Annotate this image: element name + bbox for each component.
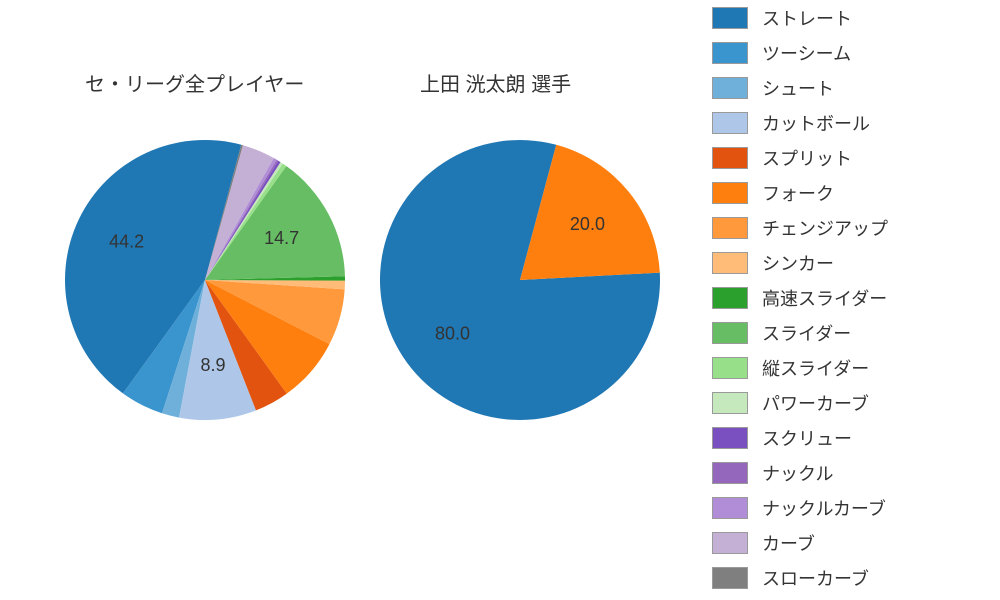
legend-swatch	[712, 567, 748, 589]
legend-swatch	[712, 112, 748, 134]
legend-swatch	[712, 252, 748, 274]
legend-item: ストレート	[712, 0, 992, 35]
legend-label: 高速スライダー	[762, 285, 887, 311]
legend-label: シンカー	[762, 250, 834, 276]
legend-label: ナックル	[762, 460, 833, 486]
legend-item: スライダー	[712, 315, 992, 350]
pie-slice-label: 20.0	[570, 214, 605, 234]
legend-swatch	[712, 357, 748, 379]
legend-label: ナックルカーブ	[762, 495, 886, 521]
legend-item: シュート	[712, 70, 992, 105]
legend-swatch	[712, 7, 748, 29]
legend-item: 縦スライダー	[712, 350, 992, 385]
legend-item: チェンジアップ	[712, 210, 992, 245]
legend-label: スライダー	[762, 320, 851, 346]
legend-item: カーブ	[712, 525, 992, 560]
legend-label: ストレート	[762, 5, 852, 31]
legend-label: ツーシーム	[762, 40, 851, 66]
legend-label: スクリュー	[762, 425, 852, 451]
legend-swatch	[712, 182, 748, 204]
legend-item: スクリュー	[712, 420, 992, 455]
legend-label: パワーカーブ	[762, 390, 869, 416]
legend-item: カットボール	[712, 105, 992, 140]
legend-item: ツーシーム	[712, 35, 992, 70]
legend-label: シュート	[762, 75, 834, 101]
legend-swatch	[712, 287, 748, 309]
legend-label: スプリット	[762, 145, 852, 171]
legend-item: パワーカーブ	[712, 385, 992, 420]
legend-item: ナックル	[712, 455, 992, 490]
legend-label: スローカーブ	[762, 565, 869, 591]
legend-swatch	[712, 322, 748, 344]
legend: ストレートツーシームシュートカットボールスプリットフォークチェンジアップシンカー…	[711, 0, 992, 595]
legend-swatch	[712, 217, 748, 239]
right-pie-chart: 80.0 20.0	[0, 0, 700, 600]
stage: セ・リーグ全プレイヤー 上田 洸太朗 選手 44.28.914.7 80.020…	[0, 0, 1000, 600]
legend-swatch	[712, 427, 748, 449]
legend-swatch	[712, 42, 748, 64]
legend-swatch	[712, 497, 748, 519]
legend-swatch	[712, 532, 748, 554]
legend-item: シンカー	[712, 245, 992, 280]
legend-label: カットボール	[762, 110, 870, 136]
legend-item: ナックルカーブ	[712, 490, 992, 525]
legend-swatch	[712, 462, 748, 484]
legend-label: フォーク	[762, 180, 834, 206]
legend-swatch	[712, 392, 748, 414]
legend-swatch	[712, 147, 748, 169]
legend-item: スローカーブ	[712, 560, 992, 595]
legend-item: フォーク	[712, 175, 992, 210]
legend-item: 高速スライダー	[712, 280, 992, 315]
legend-swatch	[712, 77, 748, 99]
legend-label: カーブ	[762, 530, 815, 556]
legend-label: 縦スライダー	[762, 355, 869, 381]
legend-item: スプリット	[712, 140, 992, 175]
pie-slice-label: 80.0	[435, 323, 470, 343]
legend-label: チェンジアップ	[762, 215, 888, 241]
